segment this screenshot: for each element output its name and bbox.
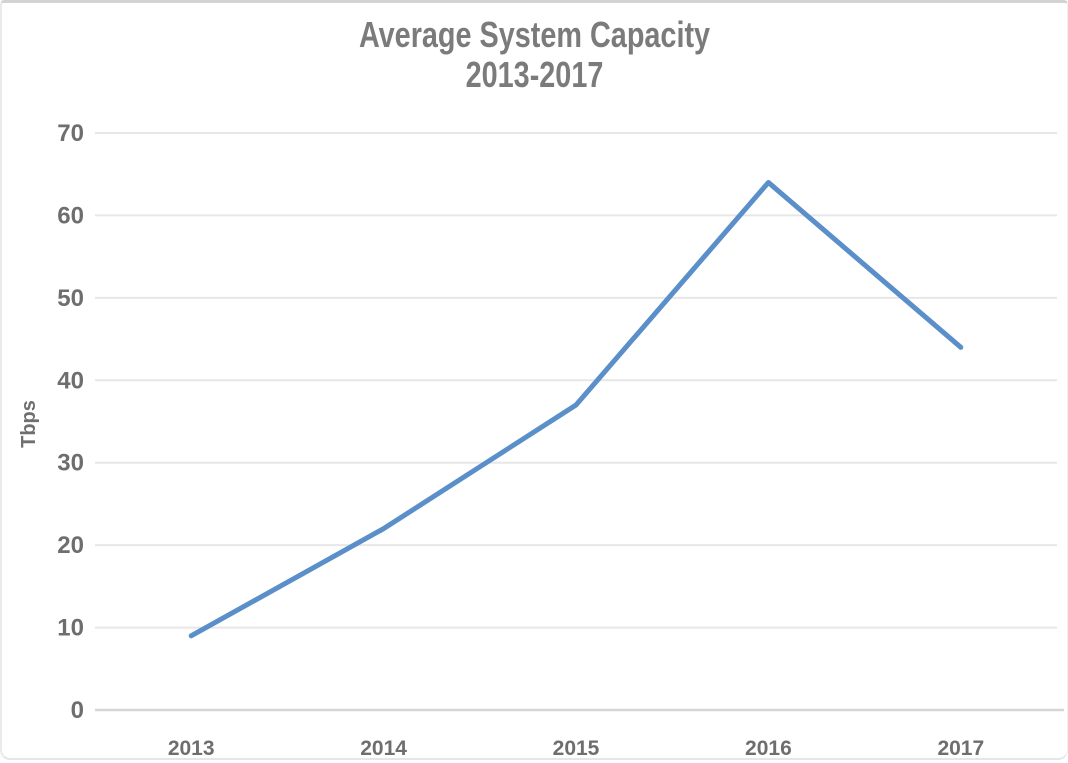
x-tick-label: 2014 xyxy=(360,737,407,760)
y-tick-label: 40 xyxy=(57,367,84,394)
y-tick-label: 60 xyxy=(57,202,84,229)
y-tick-label: 30 xyxy=(57,450,84,477)
y-tick-label: 0 xyxy=(71,697,84,724)
x-tick-label: 2016 xyxy=(745,737,792,760)
x-tick-label: 2015 xyxy=(553,737,600,760)
x-tick-label: 2017 xyxy=(937,737,984,760)
y-tick-label: 50 xyxy=(57,285,84,312)
line-chart: 0 10 20 30 40 50 60 70 2013 2014 2015 2016 2017 xyxy=(2,3,1068,763)
capacity-line xyxy=(191,182,961,635)
y-tick-label: 10 xyxy=(57,615,84,642)
y-tick-label: 20 xyxy=(57,532,84,559)
x-tick-label: 2013 xyxy=(168,737,215,760)
y-tick-label: 70 xyxy=(57,120,84,147)
